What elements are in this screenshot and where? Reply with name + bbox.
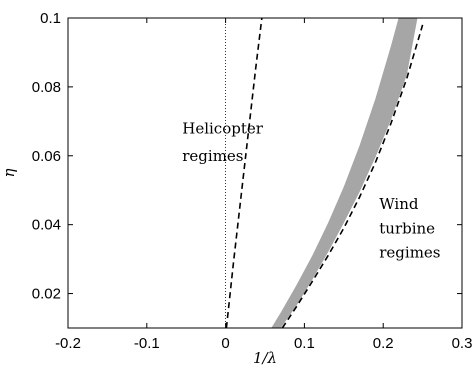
y-tick-label: 0.08 <box>32 79 61 96</box>
x-axis-label: 1/λ <box>253 349 277 367</box>
y-tick-label: 0.06 <box>32 148 61 165</box>
x-tick-label: 0.1 <box>294 335 315 352</box>
annotation-2-line-2: turbine <box>379 219 435 237</box>
annotation-1-line-2: regimes <box>182 147 243 165</box>
x-tick-label: -0.2 <box>55 335 81 352</box>
dashed-series-line-1 <box>225 17 263 329</box>
x-tick-label: 0.2 <box>373 335 394 352</box>
shaded-band <box>271 18 418 328</box>
x-tick-label: -0.1 <box>134 335 160 352</box>
y-tick-label: 0.1 <box>40 10 61 27</box>
band-layer <box>271 18 418 328</box>
y-tick-label: 0.02 <box>32 286 61 303</box>
y-axis-label: η <box>0 169 18 178</box>
annotation-2-line-1: Wind <box>379 195 419 213</box>
dashed-series-line-2 <box>281 24 424 329</box>
annotation-1-line-1: Helicopter <box>182 119 263 137</box>
annotation-layer: Helicopter regimes Wind turbine regimes <box>182 119 440 261</box>
tick-layer: -0.2 -0.1 0 0.1 0.2 0.3 0.02 0.04 0.06 0.08 0.1 <box>32 10 473 352</box>
x-tick-label: 0 <box>221 335 229 352</box>
plot-frame <box>67 17 463 329</box>
annotation-2-line-3: regimes <box>379 243 440 261</box>
y-tick-label: 0.04 <box>32 217 61 234</box>
series-layer <box>225 17 424 329</box>
x-tick-label: 0.3 <box>452 335 473 352</box>
